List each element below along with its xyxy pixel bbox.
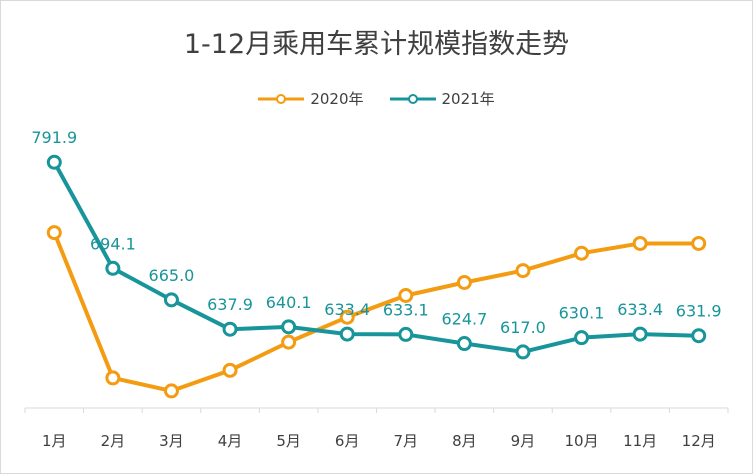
x-tick-label: 4月 — [218, 432, 243, 450]
data-label: 617.0 — [500, 318, 546, 337]
data-label: 640.1 — [266, 293, 312, 312]
x-tick-label: 5月 — [276, 432, 301, 450]
legend-label-2020: 2020年 — [310, 90, 364, 108]
data-label: 791.9 — [31, 128, 77, 147]
data-point — [222, 321, 238, 337]
data-point — [46, 225, 62, 241]
data-point — [515, 263, 531, 279]
data-point — [456, 336, 472, 352]
data-label: 665.0 — [149, 266, 195, 285]
data-point — [163, 292, 179, 308]
series-line-0 — [52, 231, 699, 393]
data-point — [105, 260, 121, 276]
x-tick-label: 9月 — [511, 432, 536, 450]
data-point — [339, 309, 355, 325]
data-point — [281, 334, 297, 350]
data-point — [339, 326, 355, 342]
legend-item-2020: 2020年 — [258, 88, 364, 109]
data-label: 633.4 — [617, 300, 663, 319]
legend-marker-2021 — [389, 93, 436, 104]
legend-label-2021: 2021年 — [441, 90, 495, 108]
data-label: 633.1 — [383, 300, 429, 319]
data-point — [691, 235, 707, 251]
x-tick-label: 3月 — [159, 432, 184, 450]
data-label: 694.1 — [90, 234, 136, 253]
data-point — [574, 245, 590, 261]
data-point — [281, 319, 297, 335]
data-point — [632, 326, 648, 342]
legend-item-2021: 2021年 — [389, 88, 495, 109]
series-line-1 — [52, 161, 699, 354]
data-label: 624.7 — [441, 310, 487, 329]
data-point — [163, 383, 179, 399]
data-label: 633.4 — [324, 300, 370, 319]
data-point — [46, 154, 62, 170]
data-label: 631.9 — [676, 302, 722, 321]
data-label: 637.9 — [207, 295, 253, 314]
data-label: 630.1 — [559, 304, 605, 323]
data-point — [574, 330, 590, 346]
data-point — [691, 328, 707, 344]
data-point — [398, 288, 414, 304]
x-tick-label: 7月 — [394, 432, 419, 450]
data-point — [222, 362, 238, 378]
legend-marker-2020 — [258, 93, 305, 104]
data-point — [398, 326, 414, 342]
data-point — [632, 235, 648, 251]
x-tick-label: 6月 — [335, 432, 360, 450]
data-point — [105, 370, 121, 386]
chart-title: 1-12月乘用车累计规模指数走势 — [183, 29, 570, 60]
data-point — [515, 344, 531, 360]
x-tick-label: 11月 — [623, 432, 657, 450]
x-tick-label: 8月 — [452, 432, 477, 450]
x-tick-label: 1月 — [42, 432, 67, 450]
x-tick-label: 12月 — [682, 432, 716, 450]
x-tick-label: 10月 — [564, 432, 598, 450]
x-tick-label: 2月 — [101, 432, 126, 450]
chart-legend: 2020年 2021年 — [0, 88, 753, 109]
data-point — [456, 274, 472, 290]
